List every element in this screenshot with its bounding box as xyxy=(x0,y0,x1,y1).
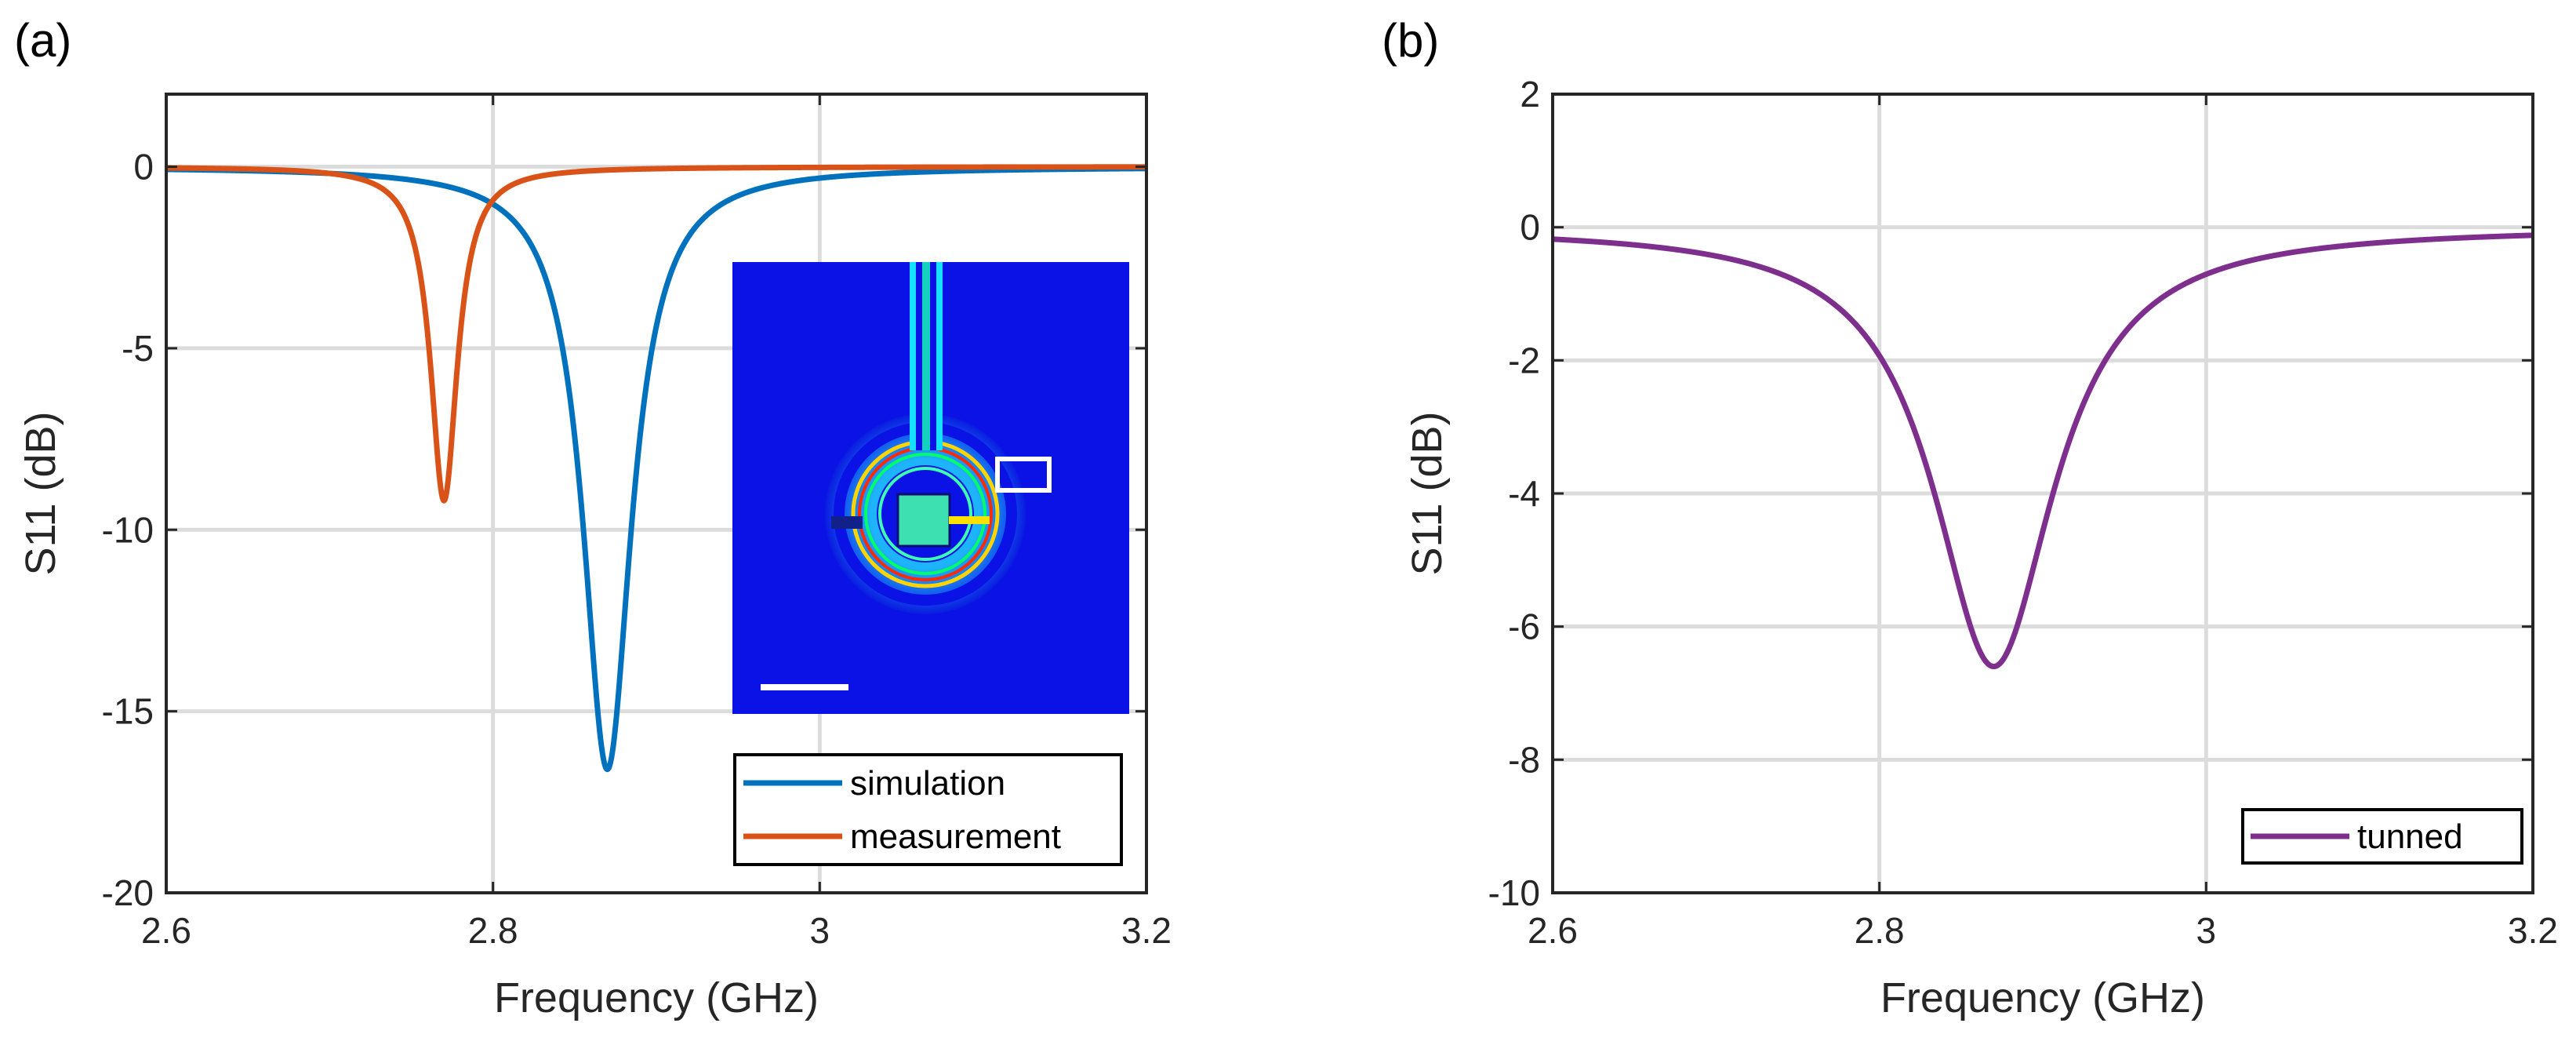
y-tick-label: -10 xyxy=(1488,872,1540,913)
panel-b-ticks xyxy=(1551,93,2534,894)
y-tick-label: -5 xyxy=(122,328,154,369)
x-tick-label: 3.2 xyxy=(1121,910,1172,951)
panel-b-xlabel: Frequency (GHz) xyxy=(1880,974,2205,1021)
y-tick-label: -10 xyxy=(102,509,154,550)
panel-a-ticks xyxy=(165,94,1148,894)
x-tick-label: 2.6 xyxy=(141,910,191,951)
x-tick-label: 3 xyxy=(810,910,830,951)
panel-a: (a) 2.6 2.8 3 3.2 0 -5 -10 -15 -20 Frequency (GH… xyxy=(14,14,1172,1021)
panel-b-grid xyxy=(1553,94,2533,893)
series-line-tunned xyxy=(1553,232,2533,670)
x-tick-label: 2.8 xyxy=(468,910,518,951)
x-tick-label: 3 xyxy=(2196,910,2217,951)
panel-b-label: (b) xyxy=(1382,14,1439,67)
legend-label-measurement: measurement xyxy=(850,817,1061,856)
panel-a-label: (a) xyxy=(14,14,71,67)
panel-b-legend: tunned xyxy=(2241,808,2523,865)
y-tick-label: -2 xyxy=(1508,340,1540,380)
scale-bar xyxy=(761,684,848,690)
legend-label-simulation: simulation xyxy=(850,764,1005,803)
panel-b-curves xyxy=(1553,232,2533,670)
y-tick-label: -15 xyxy=(102,691,154,732)
series-line-measurement xyxy=(166,164,1146,504)
panel-a-tick-labels: 2.6 2.8 3 3.2 0 -5 -10 -15 -20 xyxy=(102,147,1172,951)
panel-a-curves xyxy=(166,164,1146,773)
x-tick-label: 3.2 xyxy=(2508,910,2558,951)
y-tick-label: 0 xyxy=(1520,207,1540,248)
legend-label-tunned: tunned xyxy=(2357,817,2463,856)
field-distribution-inset xyxy=(732,262,1129,714)
panel-b-tick-labels: 2.6 2.8 3 3.2 2 0 -2 -4 -6 -8 -10 xyxy=(1488,74,2558,951)
panel-a-ylabel: S11 (dB) xyxy=(17,411,64,575)
y-tick-label: -4 xyxy=(1508,473,1540,514)
y-tick-label: -6 xyxy=(1508,606,1540,647)
y-tick-label: -8 xyxy=(1508,739,1540,780)
y-tick-label: 2 xyxy=(1520,74,1540,115)
panel-b: (b) 2.6 2.8 3 3.2 2 0 -2 -4 -6 -8 -10 Frequency (G… xyxy=(1382,14,2558,1021)
panel-a-axes-box xyxy=(165,93,1148,894)
y-tick-label: -20 xyxy=(102,872,154,913)
y-tick-label: 0 xyxy=(133,147,154,188)
panel-a-legend: simulation measurement xyxy=(733,753,1123,866)
x-tick-label: 2.8 xyxy=(1855,910,1905,951)
x-tick-label: 2.6 xyxy=(1528,910,1578,951)
panel-a-xlabel: Frequency (GHz) xyxy=(494,974,819,1021)
panel-b-ylabel: S11 (dB) xyxy=(1404,411,1451,575)
